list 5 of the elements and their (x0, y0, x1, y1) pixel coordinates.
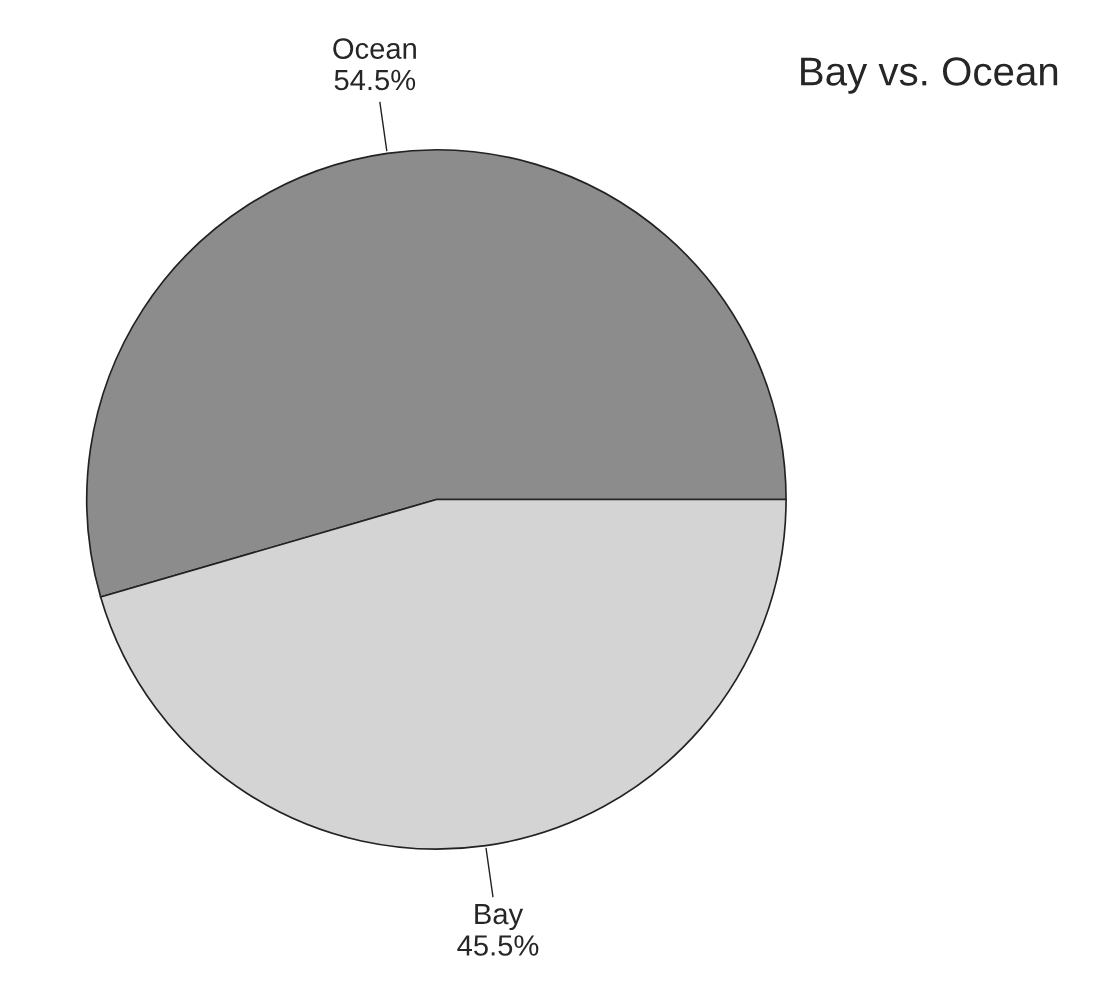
data-label: 54.5% (334, 69, 416, 91)
text: Bay vs. Ocean (801, 57, 1058, 94)
data-label: 45.5% (457, 935, 539, 956)
slice-label: Ocean (333, 38, 416, 59)
slice-label: Bay (475, 903, 524, 931)
